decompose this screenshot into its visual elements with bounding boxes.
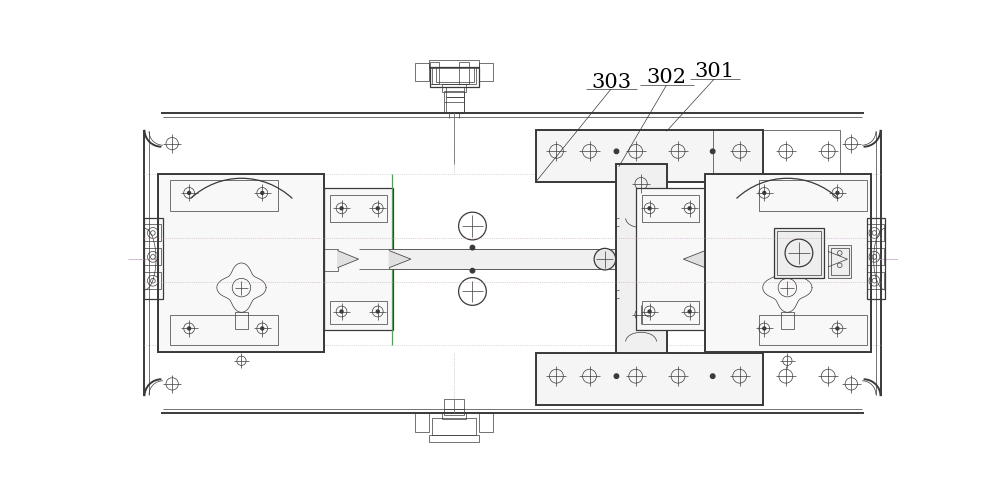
Circle shape	[688, 310, 691, 313]
Bar	[642, 195, 699, 222]
Circle shape	[763, 327, 766, 330]
Bar	[330, 195, 387, 222]
Bar	[158, 174, 324, 352]
Circle shape	[470, 268, 475, 273]
Circle shape	[763, 192, 766, 195]
Polygon shape	[828, 251, 847, 267]
Circle shape	[594, 248, 616, 270]
Bar	[536, 130, 763, 182]
Bar	[759, 180, 867, 211]
Bar	[642, 301, 699, 324]
Circle shape	[836, 327, 839, 330]
Bar	[444, 399, 464, 415]
Circle shape	[340, 207, 343, 210]
Bar	[444, 91, 464, 113]
Bar	[389, 249, 651, 269]
Bar	[432, 418, 476, 434]
Bar	[144, 218, 163, 299]
Bar	[774, 228, 824, 278]
Circle shape	[836, 192, 839, 195]
Bar	[705, 174, 871, 352]
Bar	[170, 314, 278, 345]
Circle shape	[376, 207, 379, 210]
Bar	[158, 174, 324, 352]
Polygon shape	[389, 250, 411, 268]
Bar	[536, 353, 763, 405]
Bar	[828, 245, 851, 278]
Bar	[616, 251, 639, 267]
Bar	[619, 255, 636, 264]
Circle shape	[188, 192, 191, 195]
Bar	[459, 62, 469, 84]
Bar	[235, 312, 248, 329]
Circle shape	[376, 310, 379, 313]
Text: 302: 302	[646, 68, 686, 87]
Circle shape	[470, 245, 475, 250]
Bar	[429, 60, 479, 68]
Bar	[831, 248, 849, 275]
Bar	[616, 164, 666, 357]
Bar	[430, 67, 479, 87]
Circle shape	[648, 310, 651, 313]
Bar	[479, 63, 493, 81]
Bar	[713, 130, 840, 182]
Bar	[170, 180, 278, 211]
Text: 301: 301	[694, 62, 734, 81]
Bar	[415, 413, 429, 431]
Circle shape	[710, 374, 715, 379]
Polygon shape	[683, 250, 705, 268]
Circle shape	[261, 192, 264, 195]
Bar	[144, 224, 161, 241]
Bar	[536, 353, 763, 405]
Bar	[705, 249, 719, 271]
Circle shape	[648, 207, 651, 210]
Circle shape	[614, 149, 619, 154]
Bar	[144, 248, 161, 265]
Bar	[144, 272, 161, 289]
Circle shape	[688, 207, 691, 210]
Bar	[777, 231, 821, 275]
Circle shape	[188, 327, 191, 330]
Bar	[446, 87, 464, 97]
Circle shape	[261, 327, 264, 330]
Bar	[705, 174, 871, 352]
Bar	[759, 314, 867, 345]
Bar	[636, 187, 705, 330]
Bar	[324, 187, 393, 330]
Bar	[430, 62, 439, 84]
Bar	[867, 218, 885, 299]
Bar	[432, 68, 476, 84]
Bar	[324, 187, 393, 330]
Bar	[330, 301, 387, 324]
Circle shape	[710, 149, 715, 154]
Bar	[636, 187, 705, 330]
Bar	[324, 249, 338, 271]
Text: 303: 303	[591, 73, 631, 92]
Bar	[415, 63, 429, 81]
Bar	[867, 272, 884, 289]
Bar	[442, 84, 466, 92]
Bar	[781, 312, 794, 329]
Bar	[429, 434, 479, 443]
Bar	[536, 130, 763, 182]
Bar	[867, 224, 884, 241]
Bar	[442, 412, 466, 419]
Circle shape	[614, 374, 619, 379]
Bar	[436, 67, 474, 82]
Bar	[616, 164, 666, 357]
Bar	[479, 413, 493, 431]
Bar	[867, 248, 884, 265]
Circle shape	[340, 310, 343, 313]
Polygon shape	[338, 250, 358, 268]
Bar	[446, 97, 464, 113]
